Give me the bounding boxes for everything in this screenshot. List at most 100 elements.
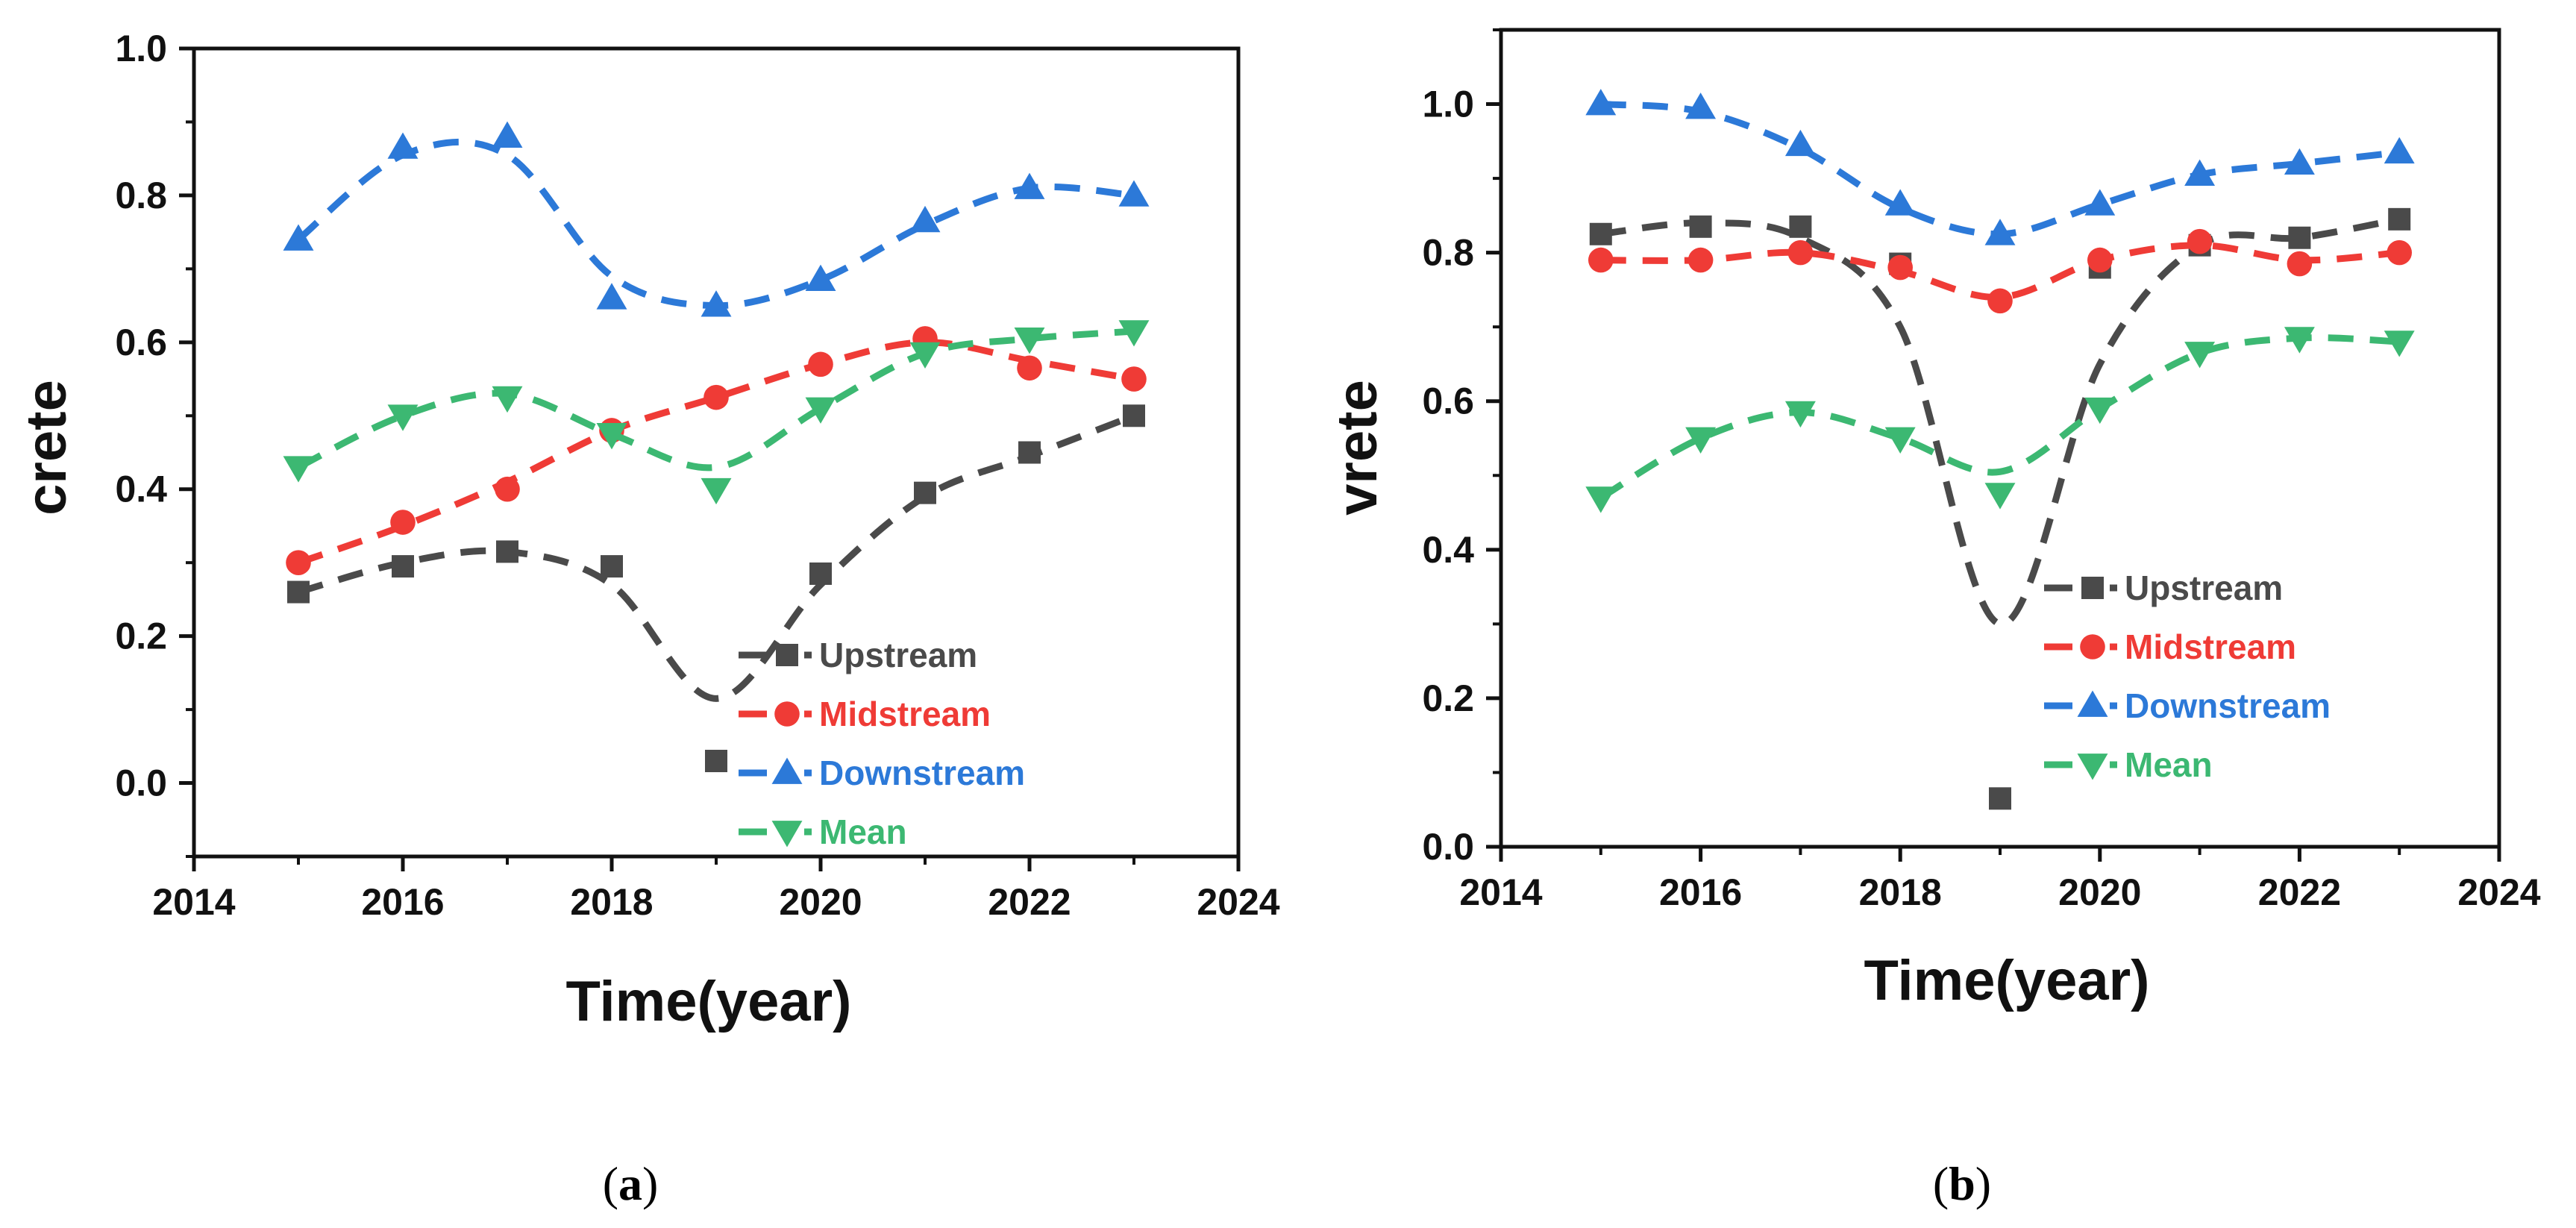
chart-panel-b: 2014 2016 2018 2020 2022 2024 0.0 0.2 0.4 0.6 0.8 1… bbox=[1326, 28, 2541, 1210]
data-point-mean bbox=[387, 404, 419, 431]
data-point-downstream bbox=[1118, 180, 1150, 207]
plot-frame bbox=[192, 46, 1241, 859]
data-point-downstream bbox=[1784, 129, 1816, 157]
legend-label-upstream: Upstream bbox=[819, 636, 977, 674]
series-mean bbox=[283, 320, 1150, 505]
data-point-downstream bbox=[805, 264, 836, 291]
panel-label-letter: b bbox=[1949, 1157, 1975, 1210]
panel-label-close: ) bbox=[1975, 1157, 1991, 1210]
data-point-midstream bbox=[808, 351, 833, 378]
data-point-mean bbox=[2384, 331, 2415, 357]
series-line-downstream bbox=[1600, 101, 2400, 238]
panel-label-letter: a bbox=[618, 1157, 642, 1210]
data-point-mean bbox=[492, 386, 523, 413]
legend-label-midstream: Midstream bbox=[819, 695, 991, 733]
legend-marker-upstream bbox=[2081, 577, 2104, 599]
panel-label-open: ( bbox=[1933, 1157, 1949, 1210]
data-point-mean bbox=[1984, 483, 2016, 510]
data-point-midstream bbox=[1017, 355, 1042, 381]
data-point-upstream bbox=[601, 555, 623, 578]
data-point-downstream bbox=[2184, 159, 2216, 186]
data-point-mean bbox=[1685, 427, 1717, 454]
x-tick-label: 2018 bbox=[1859, 871, 1942, 913]
series-mean bbox=[1585, 327, 2415, 513]
data-point-downstream bbox=[1984, 219, 2016, 245]
data-point-mean bbox=[2184, 342, 2216, 369]
data-point-downstream bbox=[387, 132, 419, 159]
series-downstream bbox=[1585, 89, 2415, 245]
data-point-downstream bbox=[2084, 189, 2116, 216]
legend-label-mean: Mean bbox=[2125, 745, 2213, 784]
data-point-mean bbox=[1784, 401, 1816, 428]
data-point-upstream bbox=[1689, 215, 1712, 238]
x-axis-title: Time(year) bbox=[565, 970, 851, 1033]
data-point-upstream bbox=[2288, 226, 2311, 249]
data-point-downstream bbox=[1685, 93, 1717, 119]
series-line-mean bbox=[1599, 334, 2400, 501]
data-point-midstream bbox=[495, 476, 520, 502]
data-point-upstream bbox=[1789, 215, 1812, 238]
y-axis-title: crete bbox=[15, 380, 78, 516]
x-tick-label: 2018 bbox=[570, 881, 653, 923]
data-point-downstream bbox=[909, 205, 941, 233]
data-point-upstream bbox=[1018, 441, 1041, 464]
panel-label: (a) bbox=[603, 1157, 659, 1210]
data-point-mean bbox=[1585, 486, 1617, 513]
data-point-midstream bbox=[1687, 247, 1714, 273]
data-point-midstream bbox=[2287, 251, 2313, 277]
data-point-upstream bbox=[809, 562, 832, 585]
legend-label-mean: Mean bbox=[819, 812, 907, 851]
series-upstream bbox=[287, 404, 1145, 773]
x-tick-label: 2016 bbox=[361, 881, 444, 923]
data-point-upstream bbox=[1989, 787, 2011, 810]
data-point-midstream bbox=[1987, 288, 2013, 314]
data-point-mean bbox=[1118, 320, 1150, 347]
x-axis-title: Time(year) bbox=[1864, 949, 2149, 1012]
panel-label-open: ( bbox=[603, 1157, 618, 1210]
chart-panel-a: 2014 2016 2018 2020 2022 2024 0.0 0.2 0.4 0.6 0.8 1… bbox=[15, 28, 1280, 1210]
y-tick-label: 0.6 bbox=[1422, 380, 1474, 422]
data-point-midstream bbox=[1787, 239, 1814, 266]
x-tick-label: 2024 bbox=[1197, 881, 1279, 923]
legend-label-upstream: Upstream bbox=[2125, 568, 2283, 607]
legend-label-midstream: Midstream bbox=[2125, 627, 2296, 666]
data-point-midstream bbox=[286, 550, 311, 575]
data-point-mean bbox=[283, 456, 314, 483]
data-point-midstream bbox=[1887, 254, 1913, 281]
x-tick-label: 2022 bbox=[2258, 871, 2341, 913]
data-point-upstream bbox=[392, 555, 414, 578]
legend-label-downstream: Downstream bbox=[2125, 686, 2331, 725]
series-line-midstream bbox=[1600, 242, 2400, 301]
data-point-downstream bbox=[701, 290, 732, 317]
data-point-midstream bbox=[703, 384, 729, 410]
data-point-downstream bbox=[492, 121, 523, 148]
data-point-upstream bbox=[496, 540, 518, 563]
y-tick-label: 0.8 bbox=[1422, 232, 1474, 274]
data-point-mean bbox=[701, 477, 732, 505]
x-tick-label: 2022 bbox=[988, 881, 1071, 923]
data-point-midstream bbox=[2187, 228, 2213, 254]
data-point-downstream bbox=[2284, 148, 2315, 175]
y-tick-label: 0.6 bbox=[115, 322, 167, 363]
series-line-upstream bbox=[297, 413, 1135, 702]
data-point-midstream bbox=[2387, 239, 2412, 266]
data-point-upstream bbox=[287, 580, 310, 604]
data-point-mean bbox=[2084, 397, 2116, 425]
data-point-mean bbox=[909, 342, 941, 369]
legend-marker-mean bbox=[2077, 754, 2108, 780]
data-point-upstream bbox=[2388, 207, 2411, 231]
x-tick-label: 2014 bbox=[1459, 871, 1542, 913]
x-tick-label: 2020 bbox=[779, 881, 862, 923]
data-point-mean bbox=[596, 423, 627, 450]
y-tick-label: 0.2 bbox=[115, 615, 167, 657]
data-point-upstream bbox=[1123, 404, 1145, 427]
y-tick-label: 0.0 bbox=[1422, 826, 1474, 868]
data-point-midstream bbox=[1121, 366, 1147, 392]
data-point-downstream bbox=[1585, 89, 1617, 116]
series-downstream bbox=[283, 121, 1150, 317]
data-point-downstream bbox=[283, 224, 314, 251]
x-tick-label: 2016 bbox=[1659, 871, 1742, 913]
panel-label-close: ) bbox=[642, 1157, 658, 1210]
legend-marker-midstream bbox=[774, 701, 800, 727]
data-point-downstream bbox=[1014, 172, 1045, 199]
